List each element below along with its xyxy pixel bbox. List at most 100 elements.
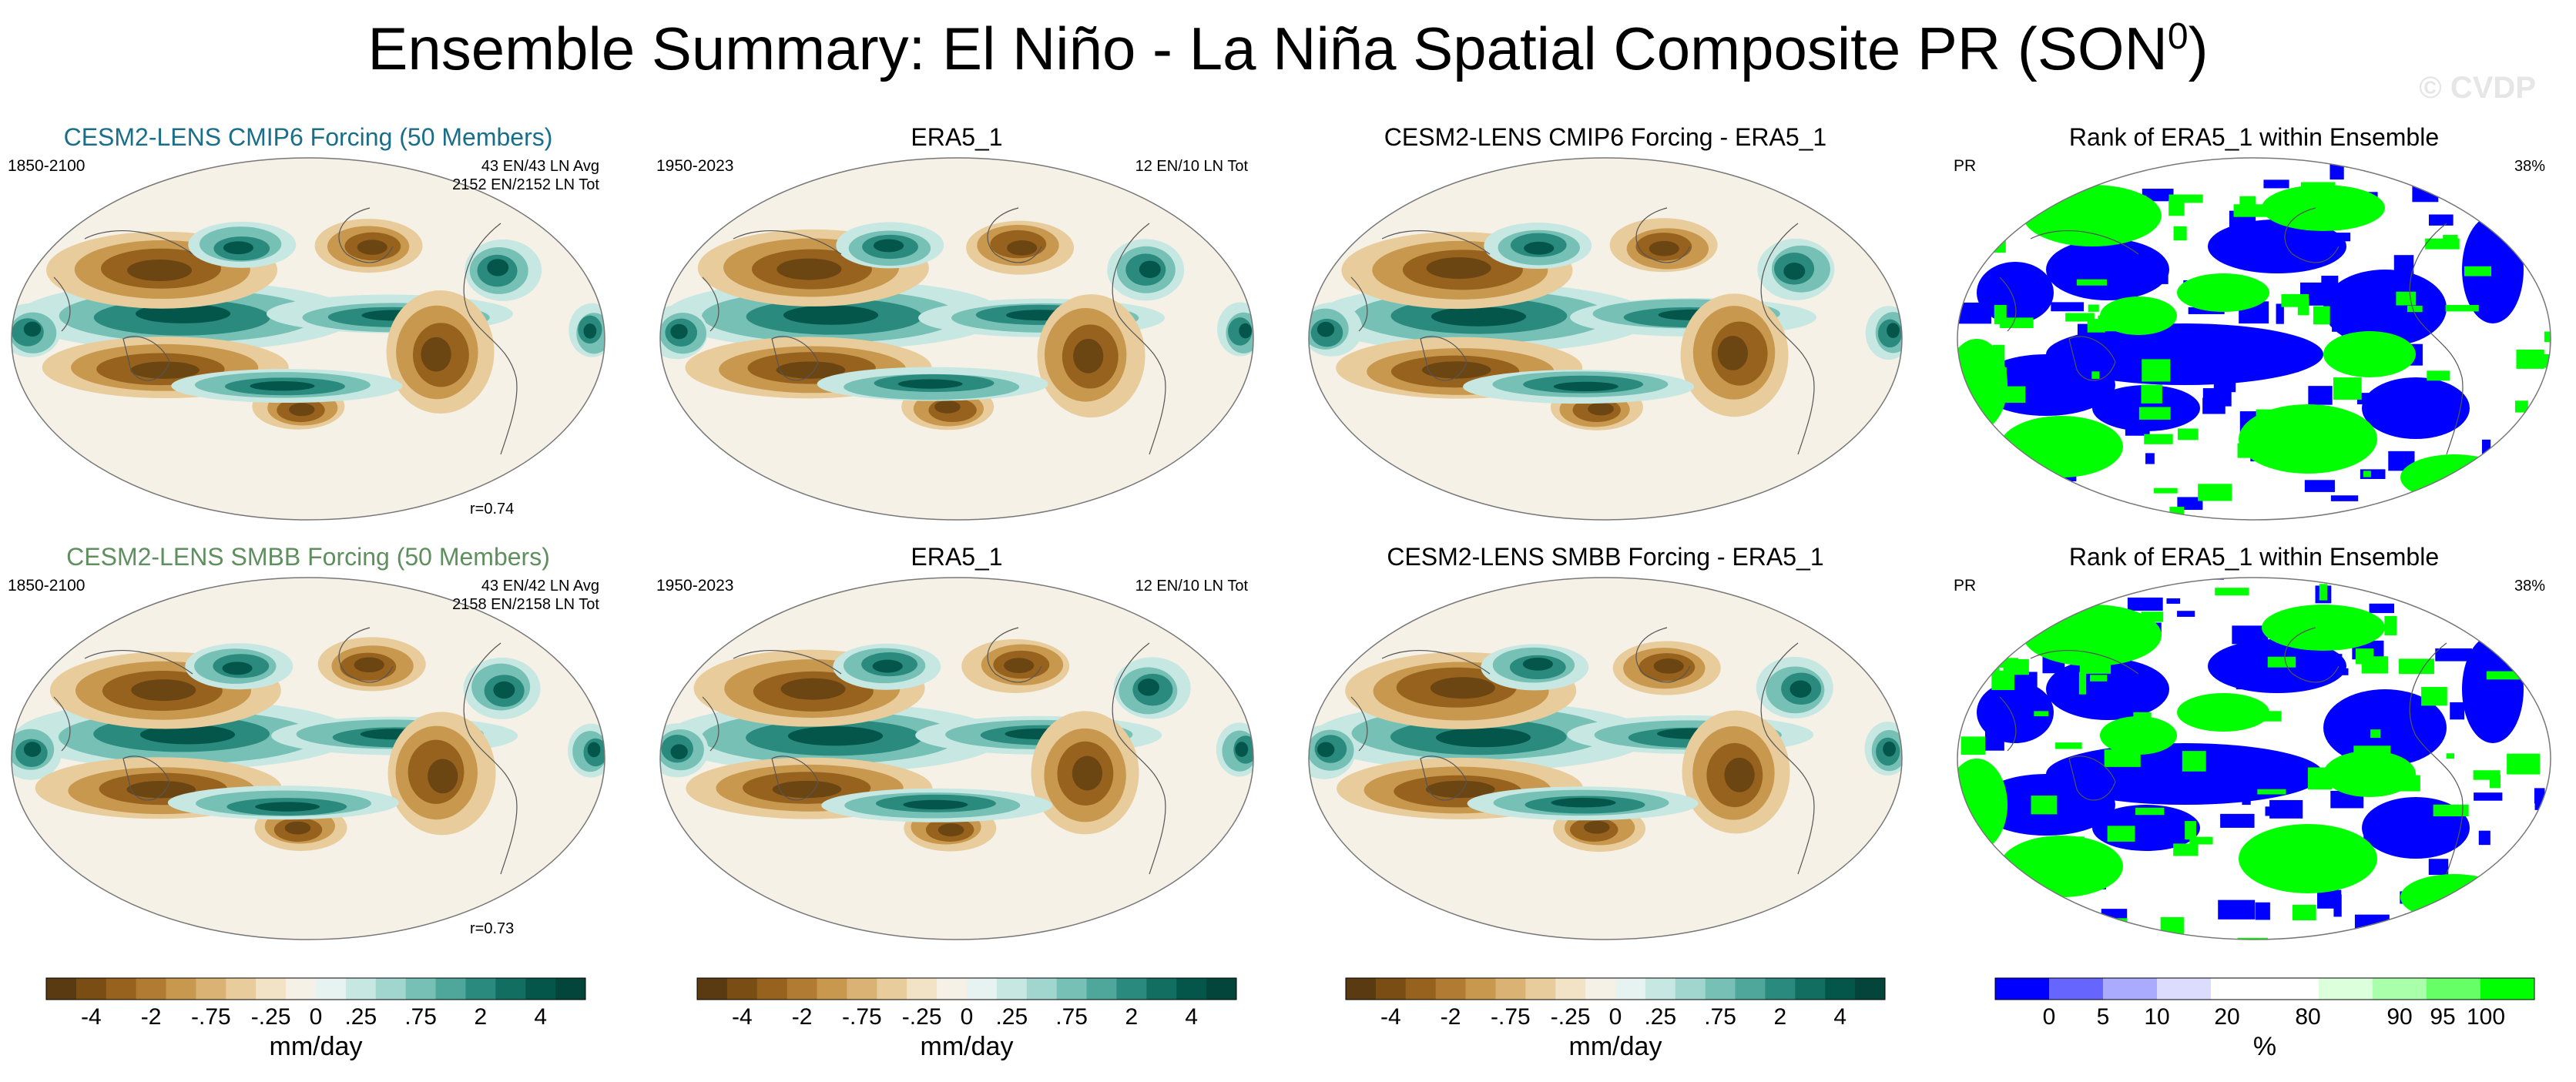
rank-cell [2427, 370, 2450, 381]
colorbar-swatch [2427, 978, 2481, 1000]
rank-cell [2317, 519, 2327, 520]
rank-cell [2356, 393, 2391, 404]
coastline [1420, 336, 1467, 381]
rank-cell [2242, 792, 2251, 806]
rank-cell [2433, 158, 2462, 173]
map-panel-r1c3: CESM2-LENS CMIP6 Forcing - ERA5_1 [1297, 123, 1914, 524]
anomaly-contour [776, 361, 846, 379]
rank-cell [2168, 194, 2203, 203]
colorbar-tick-label: -.25 [1550, 1004, 1591, 1030]
figure-title: Ensemble Summary: El Niño - La Niña Spat… [367, 15, 2209, 82]
colorbar-tick-label: 2 [474, 1004, 488, 1030]
rank-cell [2220, 813, 2255, 828]
rank-cell [2019, 183, 2028, 189]
colorbar-unit: mm/day [269, 1032, 363, 1061]
anomaly-contour [139, 725, 236, 745]
colorbar-tick-label: 5 [2096, 1004, 2110, 1030]
coastline [1112, 223, 1166, 455]
panel-right-label: 38% [2514, 158, 2545, 175]
projection-map [11, 577, 605, 940]
anomaly-contour [428, 759, 458, 794]
rank-cell [2385, 810, 2419, 830]
colorbar-tick-label: 90 [2386, 1004, 2413, 1030]
colorbar-tick-label: -4 [1380, 1004, 1401, 1030]
colorbar-unit: % [2252, 1032, 2277, 1061]
colorbar-swatch [166, 978, 196, 1000]
rank-cell [2230, 654, 2250, 668]
map-panel-r2c4: Rank of ERA5_1 within Ensemble PR 38% [1946, 543, 2562, 943]
rank-cell [1984, 731, 2004, 751]
panel-title: ERA5_1 [911, 123, 1003, 151]
rank-cell [2433, 804, 2469, 816]
colorbar-swatch [1116, 978, 1147, 1000]
panel-title: Rank of ERA5_1 within Ensemble [2068, 543, 2440, 571]
colorbar-tick-label: -.75 [191, 1004, 231, 1030]
rank-cell [2394, 401, 2410, 412]
anomaly-contour [1584, 820, 1610, 834]
world-map [1954, 154, 2554, 524]
colorbar-tick-label: -2 [791, 1004, 813, 1030]
anomaly-contour [1139, 260, 1161, 278]
rank-cell [2160, 916, 2184, 935]
rank-cell [2393, 255, 2414, 278]
rank-cell [2142, 359, 2171, 382]
rank-cell [2469, 481, 2480, 489]
rank-cell [2521, 637, 2536, 653]
rank-cell [2047, 638, 2054, 650]
rank-cell [1973, 903, 1993, 920]
rank-cell [1987, 629, 2006, 645]
rank-cell [2090, 675, 2108, 682]
colorbar-swatch [1825, 978, 1856, 1000]
rank-region [2023, 605, 2162, 666]
coastline [1760, 642, 1815, 875]
coastline [1381, 230, 1491, 255]
rank-cell [1957, 401, 1994, 415]
colorbar-tick-label: 4 [1833, 1004, 1846, 1030]
panel-title: Rank of ERA5_1 within Ensemble [2068, 123, 2440, 151]
colorbar-tick-label: -.75 [1491, 1004, 1531, 1030]
rank-cell [2470, 243, 2502, 251]
anomaly-contour [493, 681, 515, 699]
anomaly-contour [1717, 336, 1749, 370]
rank-region [2177, 273, 2269, 312]
rank-cell [1974, 879, 1993, 893]
anomaly-contour [787, 726, 884, 746]
coastline [1350, 696, 1368, 752]
colorbar-swatch [495, 978, 526, 1000]
rank-cell [1981, 180, 2012, 189]
anomaly-contour [1073, 338, 1104, 374]
anomaly-contour [934, 400, 961, 414]
colorbar-unit: mm/day [920, 1032, 1014, 1061]
rank-cell [2474, 792, 2503, 801]
rank-cell [2135, 807, 2165, 816]
coastline [2284, 207, 2340, 263]
rank-cell [2319, 584, 2328, 601]
anomaly-contour [1553, 381, 1618, 392]
rank-cell [2098, 397, 2135, 415]
colorbar-tick-label: -2 [140, 1004, 162, 1030]
colorbar-swatch [847, 978, 877, 1000]
coastline [2030, 230, 2139, 255]
rank-cell [2317, 889, 2342, 909]
colorbar-tick-label: -.75 [842, 1004, 882, 1030]
colorbar-swatch [1615, 978, 1646, 1000]
colorbar-tick-label: -2 [1440, 1004, 1461, 1030]
coastline [53, 696, 71, 752]
rank-cell [2177, 497, 2203, 511]
colorbar-tick-label: .25 [1644, 1004, 1677, 1030]
colorbar-tick-label: 4 [534, 1004, 547, 1030]
rank-cell [2079, 657, 2111, 674]
coastline [702, 276, 719, 332]
rank-cell [2104, 749, 2141, 767]
rank-cell [2446, 753, 2454, 759]
rank-cell [2553, 712, 2554, 733]
rank-cell [2333, 377, 2362, 400]
rank-cell [2428, 214, 2454, 226]
projection-map [11, 157, 605, 521]
anomaly-contour [354, 657, 384, 673]
colorbar-swatch [196, 978, 226, 1000]
pattern-correlation: r=0.73 [470, 920, 515, 937]
colorbar-swatch [1056, 978, 1088, 1000]
rank-cell [2267, 656, 2296, 668]
colorbar-swatch [1146, 978, 1177, 1000]
